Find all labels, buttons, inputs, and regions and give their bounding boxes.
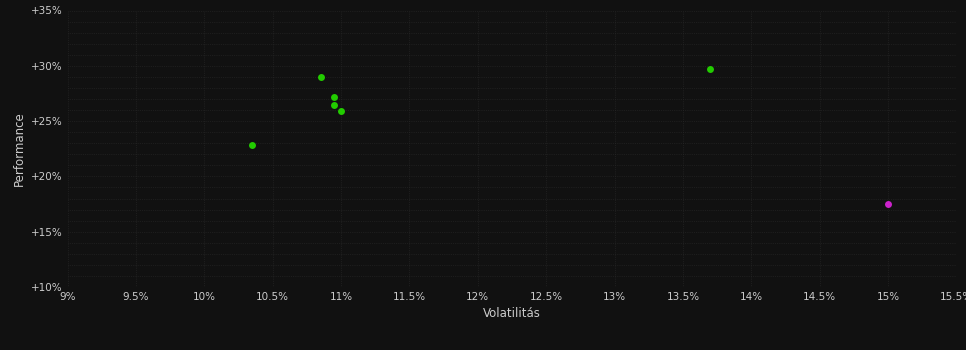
Point (702, 66, 718, 72)
X-axis label: Volatilitás: Volatilitás (483, 307, 541, 320)
Point (880, 201, 895, 207)
Y-axis label: Performance: Performance (13, 111, 25, 186)
Point (313, 74, 328, 80)
Point (244, 143, 260, 148)
Point (333, 108, 349, 114)
Point (327, 94, 342, 99)
Point (327, 102, 342, 107)
